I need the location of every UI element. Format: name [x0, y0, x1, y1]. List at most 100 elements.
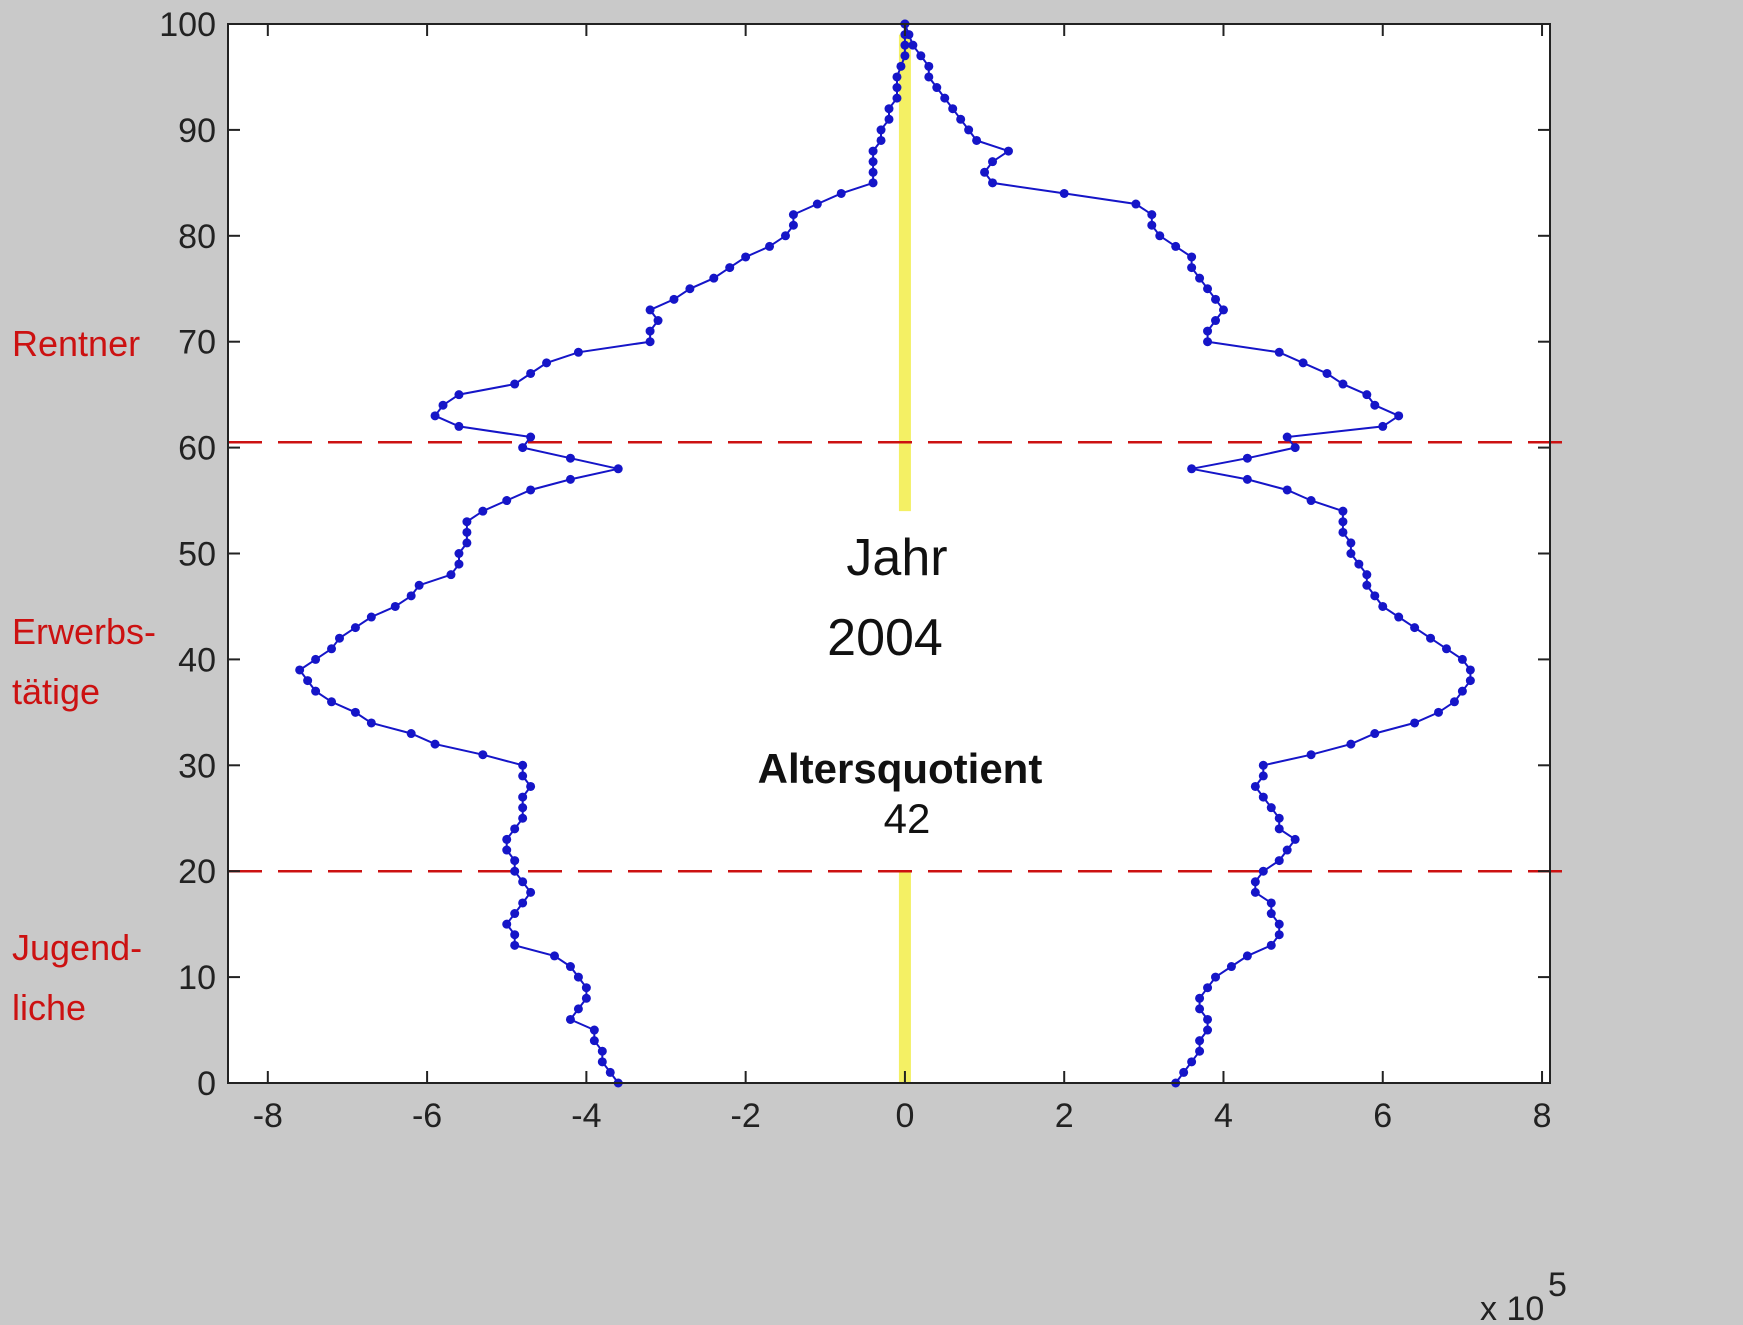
data-point-right: [940, 93, 950, 103]
data-point-left: [581, 993, 591, 1003]
data-point-right: [1266, 898, 1276, 908]
data-point-left: [502, 834, 512, 844]
data-point-right: [1306, 750, 1316, 760]
data-point-right: [1203, 1014, 1213, 1024]
plot-background: [228, 24, 1550, 1083]
y-tick-label: 0: [197, 1065, 216, 1103]
data-point-right: [1147, 210, 1157, 220]
data-point-left: [406, 729, 416, 739]
data-point-left: [526, 432, 536, 442]
data-point-right: [1282, 485, 1292, 495]
data-point-left: [725, 263, 735, 273]
data-point-left: [868, 167, 878, 177]
data-point-left: [366, 718, 376, 728]
y-tick-label: 70: [178, 324, 216, 362]
data-point-left: [454, 559, 464, 569]
data-point-left: [438, 400, 448, 410]
data-point-left: [868, 157, 878, 167]
data-point-right: [1370, 400, 1380, 410]
data-point-left: [645, 326, 655, 336]
data-point-right: [1362, 570, 1372, 580]
data-point-right: [1203, 337, 1213, 347]
data-point-right: [1258, 866, 1268, 876]
data-point-left: [645, 337, 655, 347]
data-point-left: [518, 443, 528, 453]
data-point-left: [565, 962, 575, 972]
data-point-left: [884, 114, 894, 124]
data-point-right: [1362, 390, 1372, 400]
data-point-right: [1306, 496, 1316, 506]
data-point-right: [1171, 241, 1181, 251]
data-point-left: [334, 633, 344, 643]
data-point-right: [1465, 665, 1475, 675]
y-tick-label: 80: [178, 218, 216, 256]
data-point-left: [430, 411, 440, 421]
data-point-right: [1226, 962, 1236, 972]
data-point-left: [876, 135, 886, 145]
data-point-left: [462, 538, 472, 548]
data-point-right: [1274, 930, 1284, 940]
data-point-right: [1434, 707, 1444, 717]
data-point-left: [565, 1014, 575, 1024]
data-point-left: [462, 527, 472, 537]
data-point-right: [908, 40, 918, 50]
data-point-left: [788, 220, 798, 230]
data-point-right: [956, 114, 966, 124]
reference-lines: [228, 441, 1570, 873]
data-point-left: [350, 623, 360, 633]
y-tick-label: 50: [178, 536, 216, 574]
data-point-left: [573, 347, 583, 357]
data-point-left: [812, 199, 822, 209]
data-point-right: [1003, 146, 1013, 156]
data-point-left: [653, 316, 663, 326]
annotations: Jahr 2004 Altersquotient 42: [758, 529, 1043, 842]
data-point-right: [1187, 1057, 1197, 1067]
data-point-left: [327, 697, 337, 707]
data-point-right: [1346, 549, 1356, 558]
data-point-right: [1242, 951, 1252, 961]
data-point-right: [948, 104, 958, 114]
data-point-right: [1203, 983, 1213, 993]
data-point-right: [1187, 252, 1197, 262]
data-point-left: [613, 464, 623, 474]
data-point-left: [900, 40, 910, 50]
year-label: Jahr: [846, 529, 947, 587]
data-point-right: [924, 61, 934, 71]
data-point-left: [597, 1046, 607, 1056]
data-point-right: [1410, 718, 1420, 728]
data-point-right: [1250, 877, 1260, 887]
data-point-left: [518, 813, 528, 823]
data-point-right: [1338, 517, 1348, 527]
data-point-right: [1211, 972, 1221, 982]
data-point-right: [1410, 623, 1420, 633]
data-point-left: [327, 644, 337, 654]
data-point-right: [1274, 919, 1284, 929]
x-multiplier-label: x 10: [1480, 1290, 1544, 1325]
data-point-left: [311, 654, 321, 664]
data-point-left: [390, 601, 400, 611]
y-tick-label: 40: [178, 641, 216, 679]
data-point-right: [1298, 358, 1308, 368]
data-point-right: [1449, 697, 1459, 707]
data-point-left: [510, 940, 520, 950]
data-point-right: [1338, 506, 1348, 516]
x-tick-label: 0: [895, 1097, 914, 1135]
x-tick-label: 2: [1055, 1097, 1074, 1135]
youth-label-line2: liche: [12, 987, 87, 1028]
data-point-right: [1203, 284, 1213, 294]
data-point-right: [980, 167, 990, 177]
data-point-right: [1370, 591, 1380, 601]
data-point-left: [876, 125, 886, 135]
pensioners-label: Rentner: [12, 323, 141, 364]
data-point-left: [526, 485, 536, 495]
x-tick-label: -4: [571, 1097, 601, 1135]
data-point-right: [972, 135, 982, 145]
data-point-right: [1195, 1046, 1205, 1056]
data-point-left: [518, 898, 528, 908]
data-point-right: [1346, 739, 1356, 749]
workers-label-line1: Erwerbs-: [12, 611, 157, 652]
x-tick-label: 6: [1373, 1097, 1392, 1135]
data-point-left: [565, 474, 575, 484]
data-point-left: [836, 188, 846, 198]
